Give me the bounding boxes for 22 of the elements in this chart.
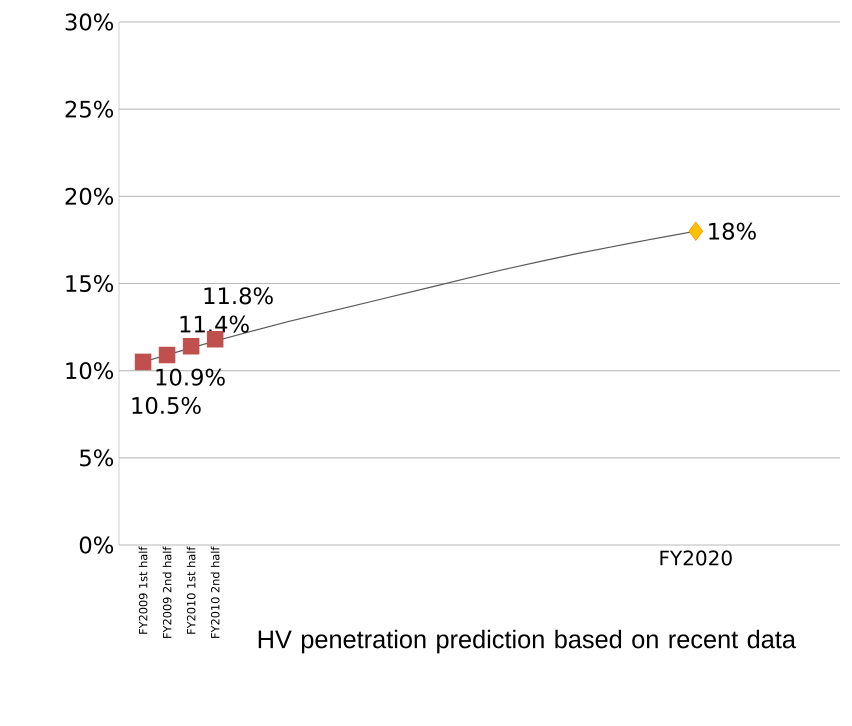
y-tick-label: 20% (66, 188, 114, 205)
text: HV penetration prediction based on recent data (258, 630, 796, 654)
point (158, 346, 176, 364)
y-tick-label: 25% (66, 100, 114, 118)
y-tick-label: 5% (80, 449, 114, 466)
data-label: 10.9% (156, 368, 225, 386)
data-label: 18% (709, 222, 756, 240)
y-tick-label: 30% (66, 13, 114, 31)
point (134, 354, 152, 370)
x-tick-label: FY2010 2nd half (210, 546, 220, 638)
data-label: 11.4% (180, 316, 249, 333)
x-tick-label: FY2009 2nd half (162, 546, 172, 638)
y-tick-label: 0% (80, 536, 114, 554)
data-label: 10.5% (132, 396, 201, 414)
y-tick-label: 10% (66, 362, 114, 380)
x-tick-label: FY2010 1st half (186, 546, 196, 634)
y-tick-label: 15% (66, 274, 114, 292)
x-tick-label: FY2020 (660, 550, 732, 566)
x-tick-label: FY2009 1st half (138, 546, 148, 634)
data-label: 11.8% (204, 287, 273, 304)
point (182, 338, 200, 355)
point (688, 222, 704, 241)
